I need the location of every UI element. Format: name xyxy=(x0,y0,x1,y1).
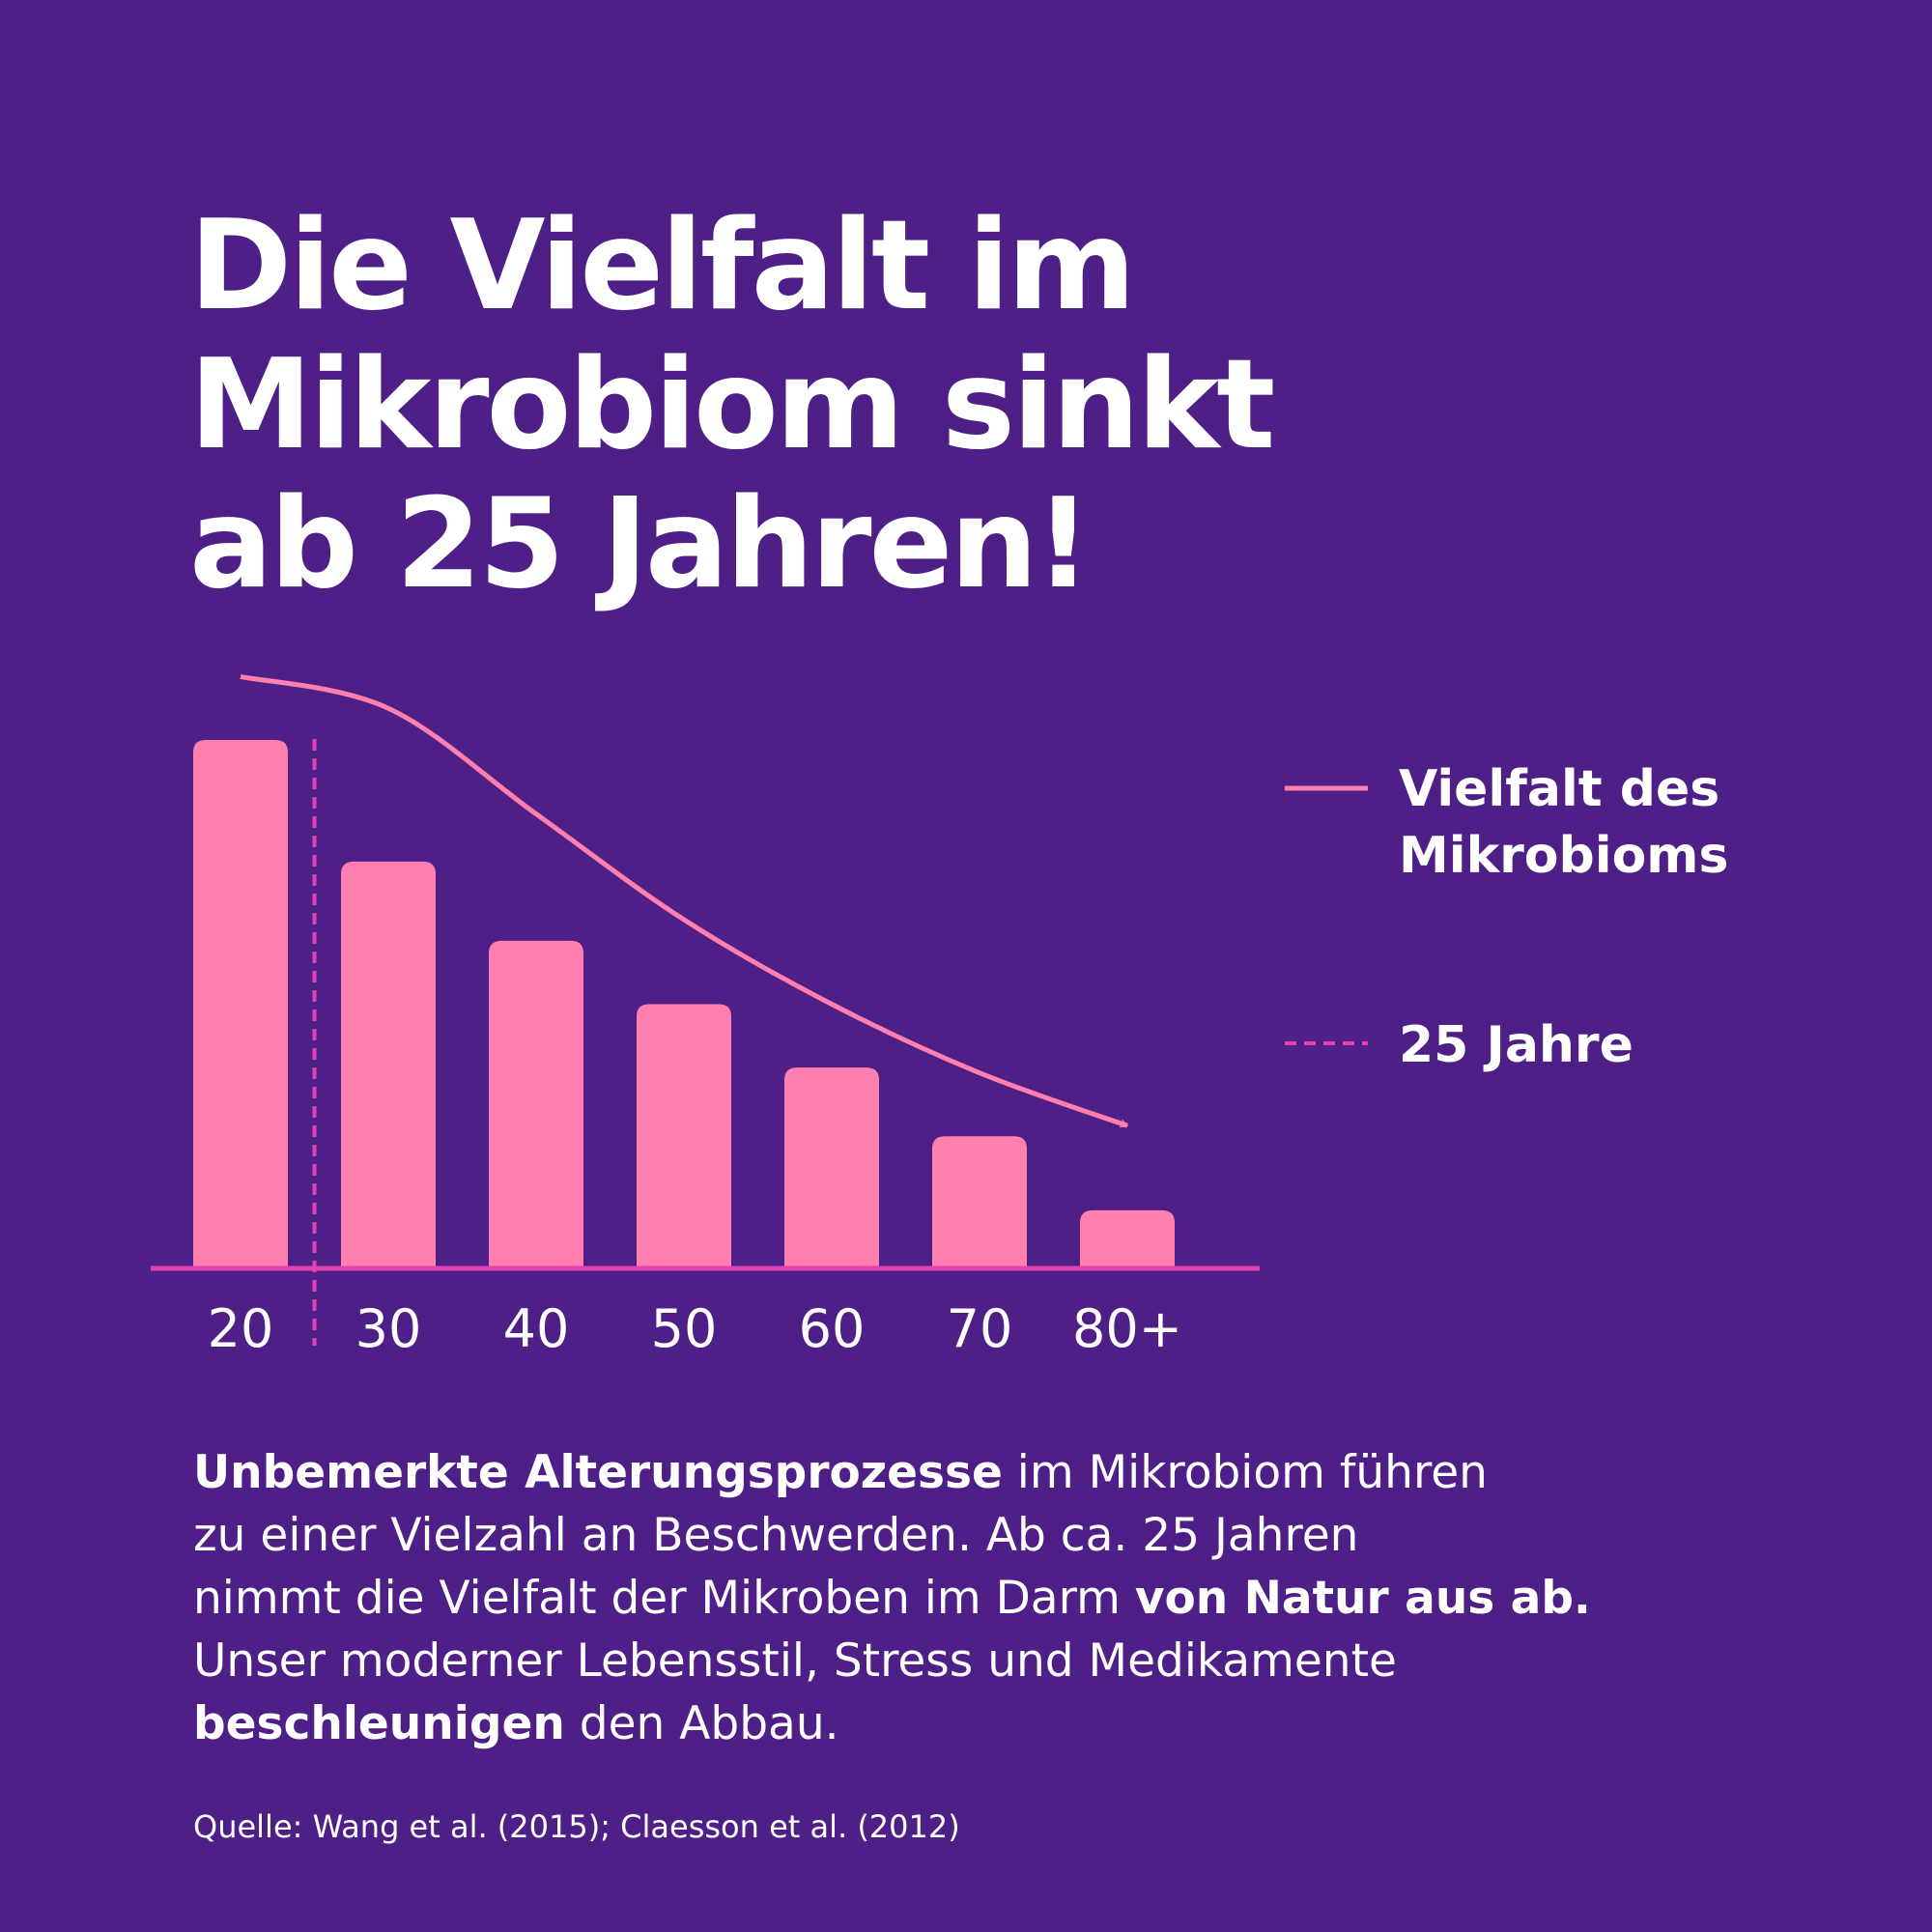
legend-label: Vielfalt des xyxy=(1399,760,1719,818)
source: Quelle: Wang et al. (2015); Claesson et … xyxy=(193,1808,960,1845)
x-tick-label: 30 xyxy=(355,1298,422,1359)
body-text: nimmt die Vielfalt der Mikroben im Darm … xyxy=(193,1572,1591,1625)
body-text: Unser moderner Lebensstil, Stress und Me… xyxy=(193,1634,1397,1688)
chart-title: Die Vielfalt im xyxy=(189,194,1133,338)
chart-title: ab 25 Jahren! xyxy=(189,472,1089,616)
body-run: nimmt die Vielfalt der Mikroben im Darm xyxy=(193,1572,1135,1625)
bar xyxy=(1080,1209,1175,1268)
body-run: von Natur aus ab. xyxy=(1135,1572,1591,1625)
x-tick-label: 70 xyxy=(947,1298,1013,1359)
x-tick-label: 60 xyxy=(799,1298,866,1359)
x-tick-label: 20 xyxy=(208,1298,274,1359)
body-text: beschleunigen den Abbau. xyxy=(193,1697,839,1750)
legend-label: 25 Jahre xyxy=(1399,1016,1634,1074)
bar xyxy=(341,861,436,1268)
chart-title: Mikrobiom sinkt xyxy=(189,333,1273,477)
bar xyxy=(489,940,583,1268)
body-run: zu einer Vielzahl an Beschwerden. Ab ca.… xyxy=(193,1509,1358,1562)
body-run: Unbemerkte Alterungsprozesse xyxy=(193,1446,1003,1499)
x-tick-label: 40 xyxy=(503,1298,570,1359)
body-run: den Abbau. xyxy=(565,1697,839,1750)
x-tick-label: 50 xyxy=(651,1298,718,1359)
body-run: beschleunigen xyxy=(193,1697,565,1750)
bar xyxy=(932,1136,1027,1268)
bar xyxy=(784,1067,879,1268)
body-run: Unser moderner Lebensstil, Stress und Me… xyxy=(193,1634,1397,1688)
legend-label: Mikrobioms xyxy=(1399,827,1728,885)
x-tick-label: 80+ xyxy=(1072,1298,1182,1359)
trend-line xyxy=(240,673,1129,1128)
body-run: im Mikrobiom führen xyxy=(1003,1446,1488,1499)
body-text: zu einer Vielzahl an Beschwerden. Ab ca.… xyxy=(193,1509,1358,1562)
bar xyxy=(637,1004,731,1268)
bar xyxy=(193,740,288,1268)
body-text: Unbemerkte Alterungsprozesse im Mikrobio… xyxy=(193,1446,1488,1499)
